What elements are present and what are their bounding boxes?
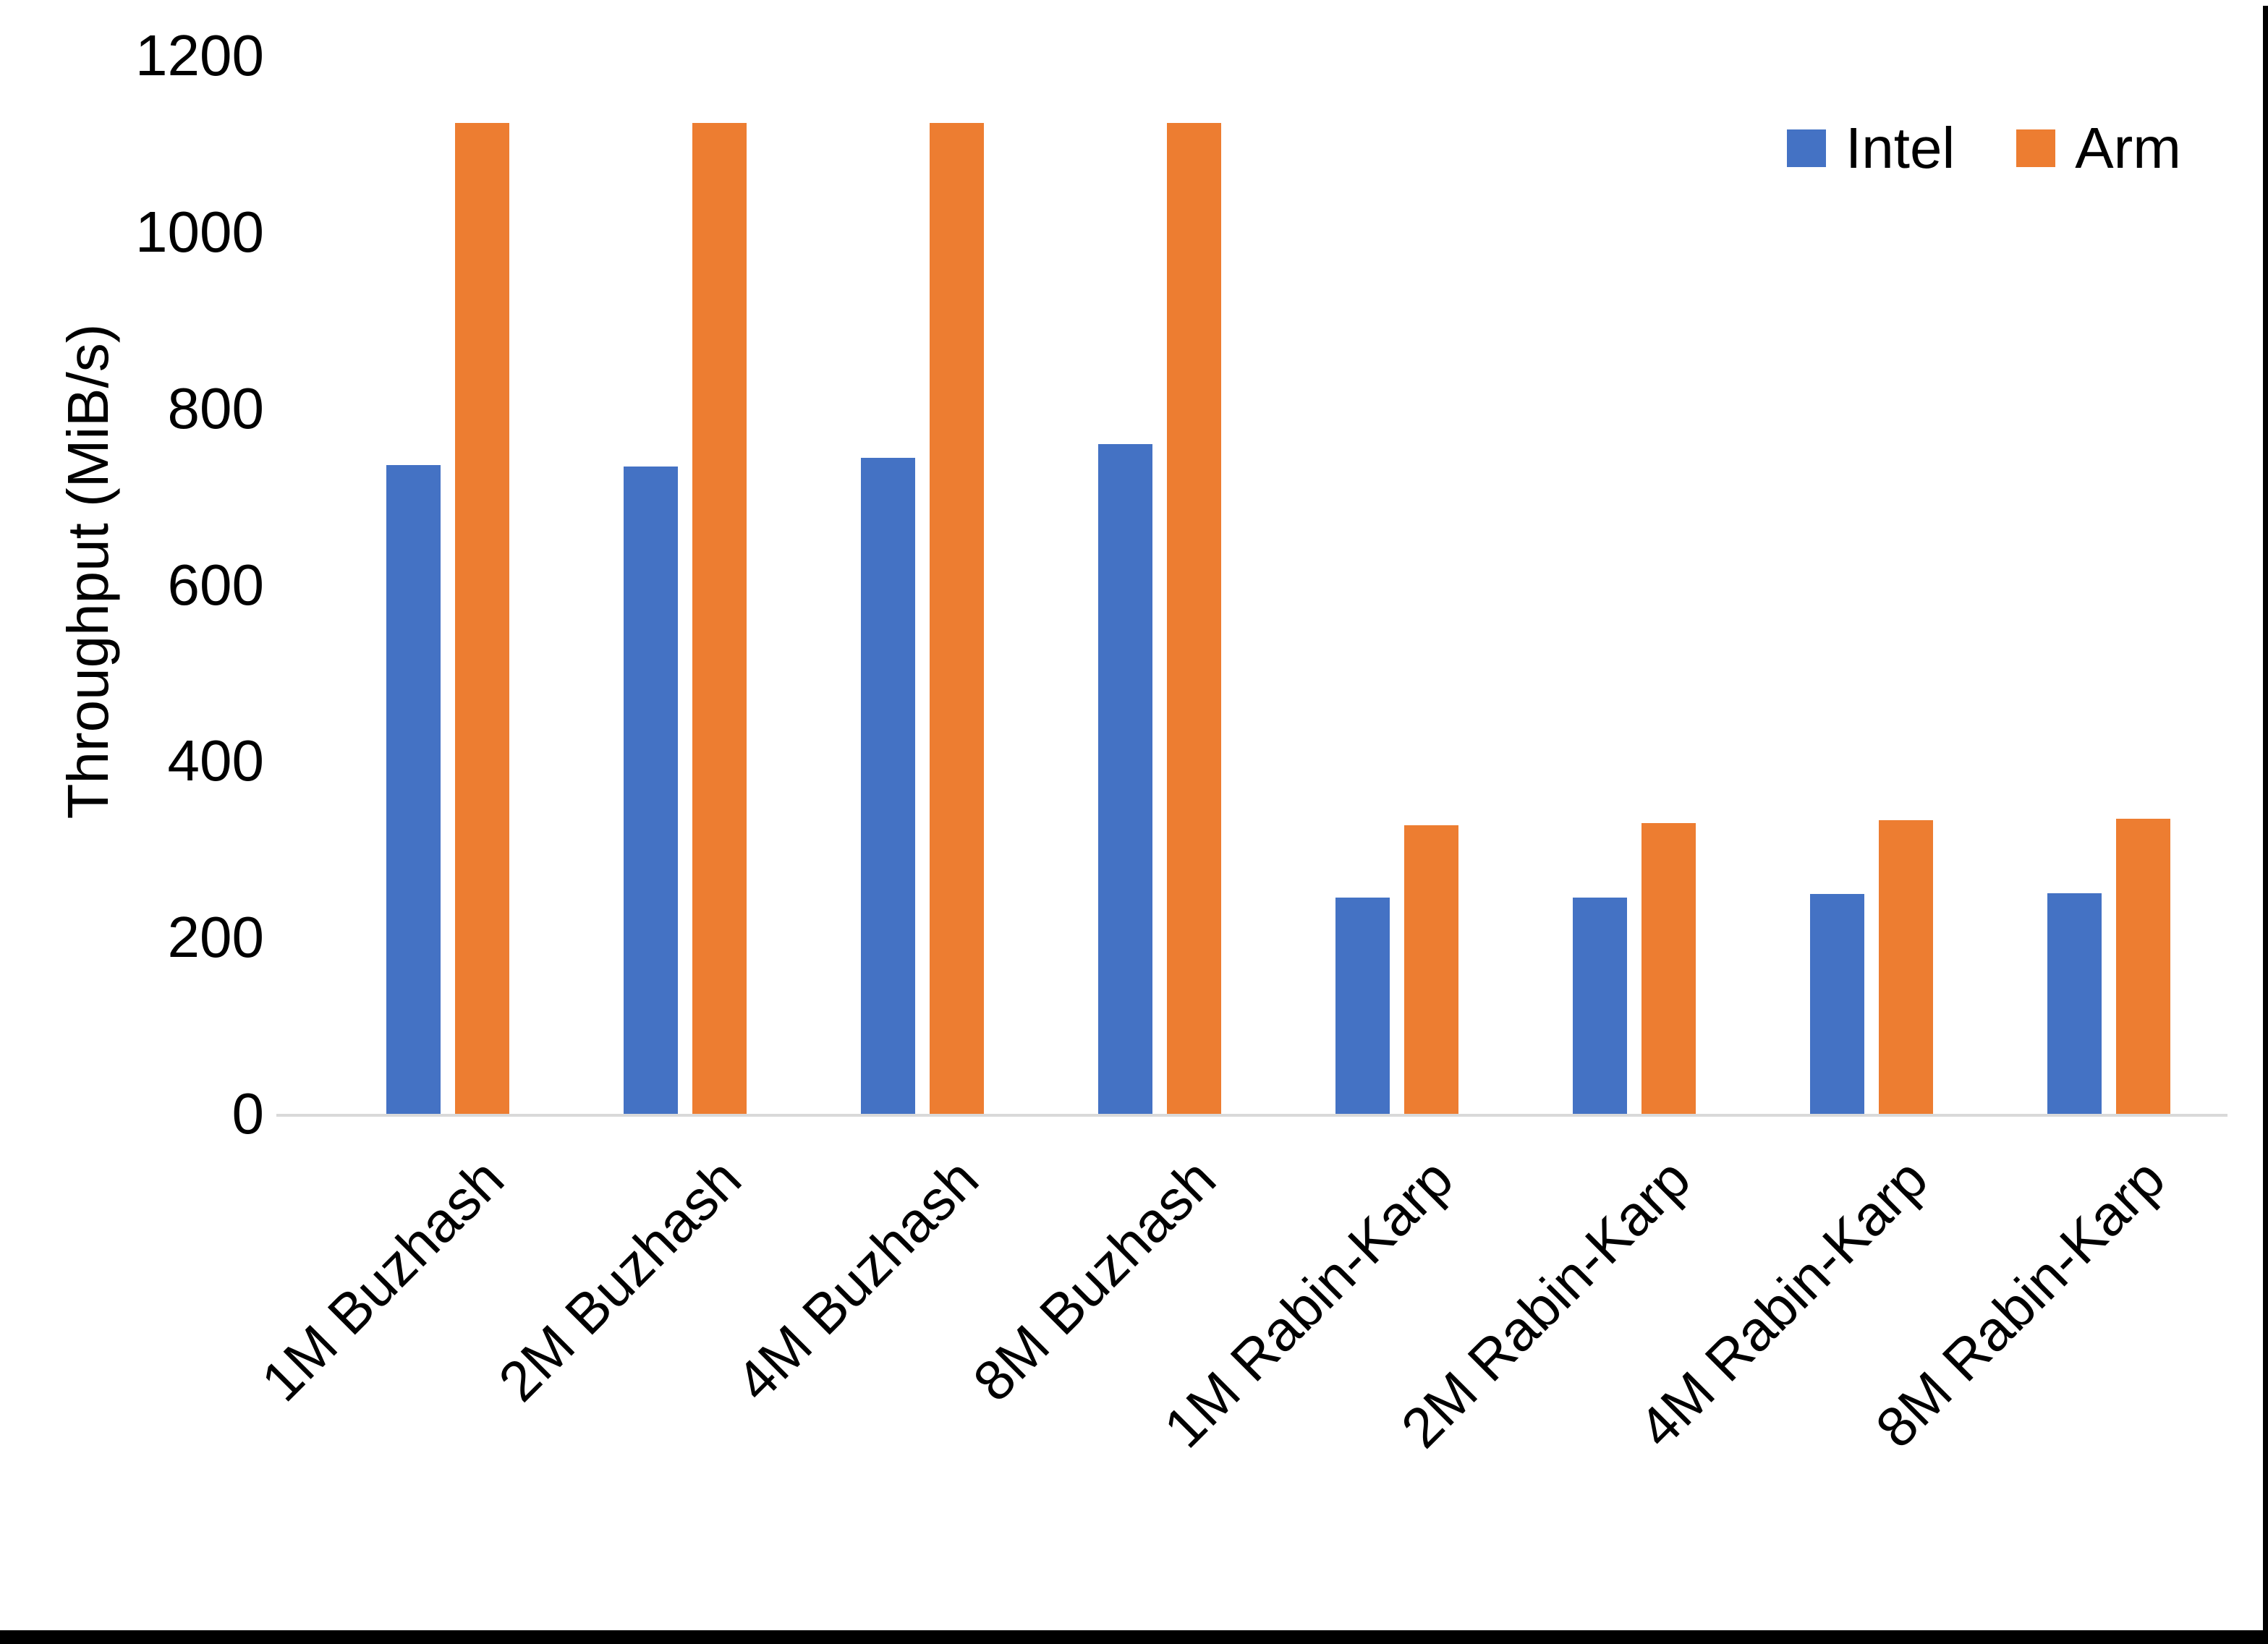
x-axis-label-8m-buzhash: 8M Buzhash bbox=[961, 1146, 1228, 1413]
y-axis-tick-label-200: 200 bbox=[167, 905, 264, 970]
y-axis-tick-label-0: 0 bbox=[232, 1081, 265, 1146]
bar-intel-2m-rabin-karp bbox=[1573, 898, 1627, 1114]
bar-arm-8m-buzhash bbox=[1167, 123, 1221, 1114]
legend-label-arm: Arm bbox=[2075, 116, 2181, 180]
bar-arm-2m-buzhash bbox=[692, 123, 747, 1114]
bar-intel-2m-buzhash bbox=[624, 467, 678, 1114]
bar-intel-1m-rabin-karp bbox=[1335, 898, 1390, 1114]
x-axis-label-2m-buzhash: 2M Buzhash bbox=[486, 1146, 754, 1413]
bar-intel-4m-rabin-karp bbox=[1810, 894, 1864, 1114]
bar-arm-8m-rabin-karp bbox=[2116, 819, 2170, 1114]
bar-intel-8m-rabin-karp bbox=[2047, 893, 2102, 1114]
bar-intel-1m-buzhash bbox=[386, 465, 441, 1114]
bar-arm-1m-rabin-karp bbox=[1404, 825, 1458, 1114]
legend-item-intel: Intel bbox=[1787, 117, 1955, 179]
legend-item-arm: Arm bbox=[2016, 117, 2181, 179]
legend-swatch-intel bbox=[1787, 129, 1826, 167]
x-axis-line bbox=[276, 1114, 2227, 1117]
window-right-border bbox=[2263, 6, 2268, 1644]
x-axis-label-4m-buzhash: 4M Buzhash bbox=[723, 1146, 991, 1413]
bar-intel-4m-buzhash bbox=[861, 458, 915, 1114]
bar-arm-4m-buzhash bbox=[930, 123, 984, 1114]
bar-intel-8m-buzhash bbox=[1098, 444, 1152, 1114]
y-axis-tick-label-1200: 1200 bbox=[135, 23, 264, 88]
bar-arm-4m-rabin-karp bbox=[1879, 820, 1933, 1114]
y-axis-title: Throughput (MiB/s) bbox=[56, 323, 120, 819]
chart-legend: Intel Arm bbox=[1787, 116, 2181, 181]
x-axis-label-1m-buzhash: 1M Buzhash bbox=[249, 1146, 517, 1413]
window-bottom-border bbox=[0, 1630, 2268, 1644]
bar-arm-1m-buzhash bbox=[455, 123, 509, 1114]
y-axis-tick-label-400: 400 bbox=[167, 728, 264, 793]
y-axis-tick-label-600: 600 bbox=[167, 552, 264, 617]
legend-label-intel: Intel bbox=[1846, 116, 1955, 180]
y-axis-tick-label-1000: 1000 bbox=[135, 200, 264, 264]
legend-swatch-arm bbox=[2016, 129, 2056, 167]
y-axis-tick-label-800: 800 bbox=[167, 375, 264, 440]
bar-arm-2m-rabin-karp bbox=[1641, 823, 1696, 1114]
